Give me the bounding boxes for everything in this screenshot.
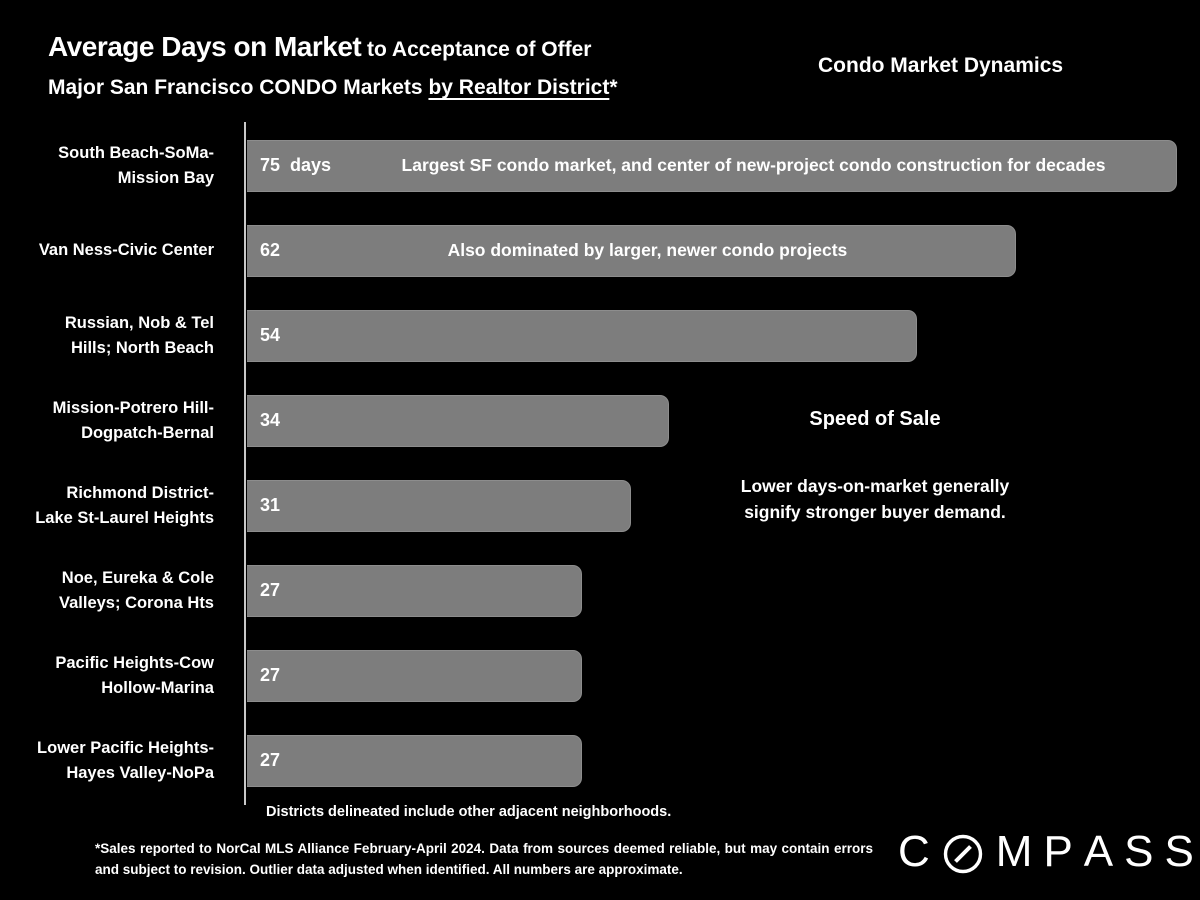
- footnote: *Sales reported to NorCal MLS Alliance F…: [95, 841, 873, 877]
- title-suffix: to Acceptance of Offer: [361, 38, 592, 61]
- bar-value-label: 34: [260, 410, 281, 430]
- chart-row: Mission-Potrero Hill- Dogpatch-Bernal 34: [0, 378, 1200, 463]
- brand-letter: C: [898, 827, 930, 876]
- subtitle-prefix: Major San Francisco CONDO Markets: [48, 76, 429, 99]
- bar: 54: [247, 309, 917, 362]
- brand-letter: S: [1124, 827, 1154, 876]
- category-label: Lower Pacific Heights- Hayes Valley-NoPa: [37, 738, 214, 782]
- brand-letter: P: [1043, 827, 1073, 876]
- bar-value-label: 31: [260, 495, 281, 515]
- brand-letter: A: [1083, 827, 1114, 876]
- category-label: Russian, Nob & Tel Hills; North Beach: [64, 313, 214, 357]
- bar: 75 days Largest SF condo market, and cent…: [247, 139, 1177, 192]
- plot-area: 34: [247, 394, 1177, 447]
- bar-annotation: Also dominated by larger, newer condo pr…: [447, 240, 848, 260]
- plot-area: 54: [247, 309, 1177, 362]
- plot-area: 27: [247, 734, 1177, 787]
- bar-rows: South Beach-SoMa- Mission Bay 75 days Larg…: [0, 123, 1200, 803]
- plot-area: 31: [247, 479, 1177, 532]
- bar-value-label: 27: [260, 580, 281, 600]
- chart-row: South Beach-SoMa- Mission Bay 75 days Larg…: [0, 123, 1200, 208]
- page-title: Average Days on Market to Acceptance of …: [48, 30, 618, 105]
- bar-value-label: 27: [260, 750, 281, 770]
- plot-area: 27: [247, 649, 1177, 702]
- chart-row: Van Ness-Civic Center 62 Also dominated by…: [0, 208, 1200, 293]
- bar-annotation: Largest SF condo market, and center of n…: [401, 155, 1106, 175]
- category-label: Pacific Heights-Cow Hollow-Marina: [55, 653, 214, 697]
- districts-note: Districts delineated include other adjac…: [266, 804, 672, 820]
- bar: 62 Also dominated by larger, newer condo …: [247, 224, 1016, 277]
- plot-area: 62 Also dominated by larger, newer condo …: [247, 224, 1177, 277]
- brand-letter: M: [995, 827, 1033, 876]
- plot-area: 27: [247, 564, 1177, 617]
- title-line-2: Major San Francisco CONDO Markets by Rea…: [48, 71, 618, 105]
- compass-o-icon: [943, 834, 982, 873]
- chart-row: Lower Pacific Heights- Hayes Valley-NoPa…: [0, 718, 1200, 803]
- bar: 34: [247, 394, 669, 447]
- subtitle-asterisk: *: [609, 76, 618, 99]
- category-label: Van Ness-Civic Center: [38, 241, 214, 259]
- category-label: Mission-Potrero Hill- Dogpatch-Bernal: [52, 398, 214, 442]
- callout-heading: Speed of Sale: [809, 408, 941, 430]
- bar-value-label: 62: [260, 240, 281, 260]
- bar-value-label: 75 days: [260, 155, 332, 175]
- subtitle-underlined: by Realtor District: [428, 76, 610, 99]
- category-label: Noe, Eureka & Cole Valleys; Corona Hts: [59, 568, 214, 612]
- slide-section-title: Condo Market Dynamics: [818, 54, 1064, 77]
- bar: 27: [247, 564, 582, 617]
- bar-value-label: 27: [260, 665, 281, 685]
- title-main: Average Days on Market: [48, 31, 362, 62]
- bar: 27: [247, 649, 582, 702]
- chart-row: Noe, Eureka & Cole Valleys; Corona Hts 27: [0, 548, 1200, 633]
- chart-row: Russian, Nob & Tel Hills; North Beach 54: [0, 293, 1200, 378]
- bar: 31: [247, 479, 632, 532]
- bar: 27: [247, 734, 582, 787]
- chart-row: Richmond District- Lake St-Laurel Height…: [0, 463, 1200, 548]
- title-line-1: Average Days on Market to Acceptance of …: [48, 30, 618, 69]
- speed-of-sale-callout: Speed of Sale Lower days-on-market gener…: [700, 408, 1050, 525]
- callout-body: Lower days-on-market generally signify s…: [740, 476, 1010, 522]
- bar-value-label: 54: [260, 325, 281, 345]
- chart-axis-line: [244, 122, 246, 805]
- plot-area: 75 days Largest SF condo market, and cent…: [247, 139, 1177, 192]
- category-label: Richmond District- Lake St-Laurel Height…: [35, 483, 214, 527]
- chart-row: Pacific Heights-Cow Hollow-Marina 27: [0, 633, 1200, 718]
- brand-letter: S: [1164, 827, 1194, 876]
- category-label: South Beach-SoMa- Mission Bay: [58, 143, 214, 187]
